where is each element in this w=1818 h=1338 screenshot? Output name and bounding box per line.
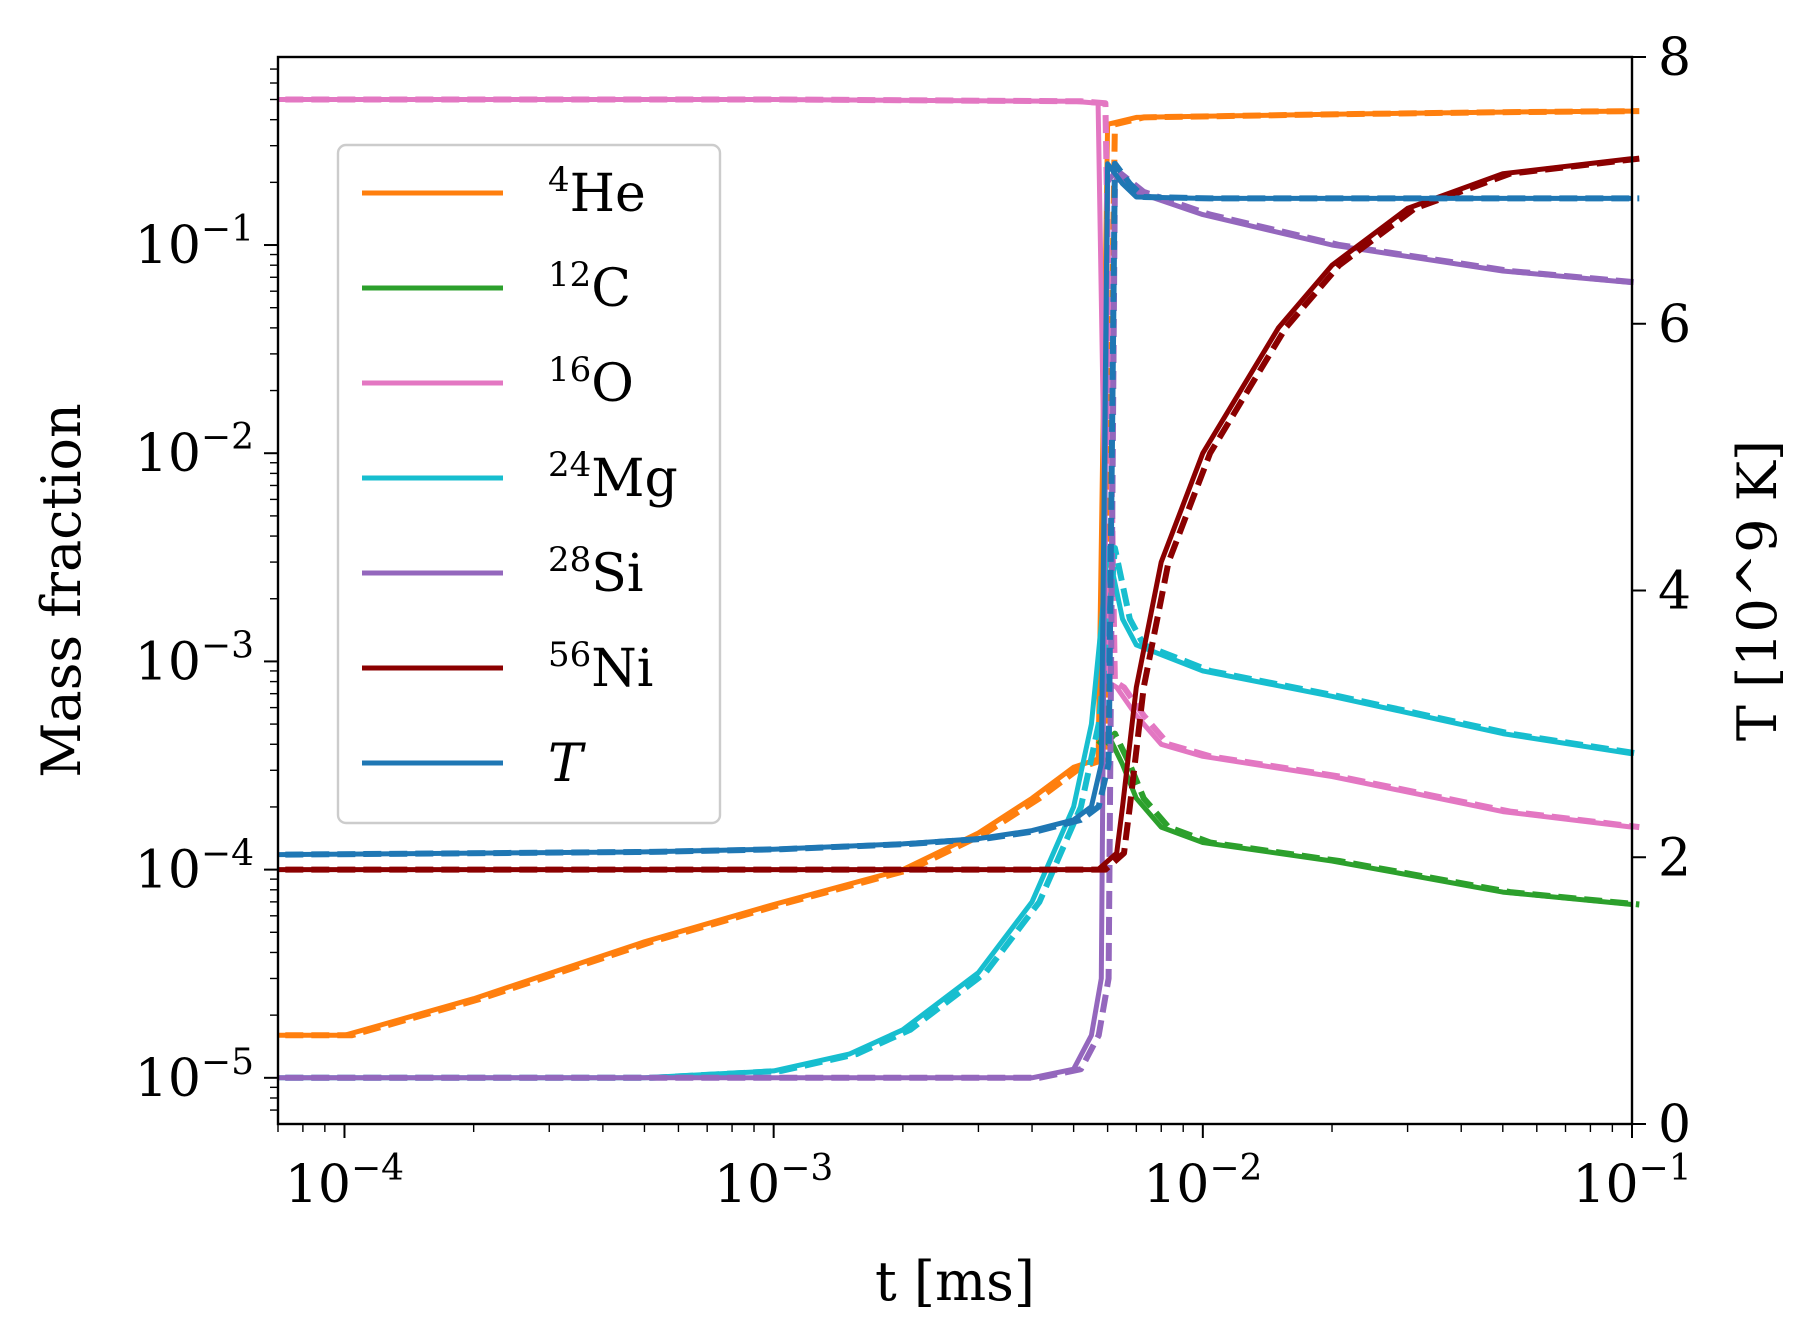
y-left-tick-label: 10−2: [135, 417, 254, 484]
y-left-axis-title: Mass fraction: [30, 403, 93, 778]
legend-label-sup: 16: [548, 350, 591, 390]
x-tick-label-mantissa: 10: [1572, 1155, 1638, 1215]
legend-label-sup: 4: [548, 160, 570, 200]
legend-label-56ni: 56Ni: [548, 635, 653, 699]
x-tick-label-mantissa: 10: [285, 1155, 351, 1215]
series-line-dashed-4he: [285, 108, 1640, 1039]
plot-area: [277, 96, 1640, 1081]
x-tick-label-mantissa: 10: [714, 1155, 780, 1215]
y-left-tick-label-exponent: −5: [201, 1042, 254, 1083]
y-left-tick-label-mantissa: 10: [135, 424, 201, 484]
x-tick-label: 10−1: [1572, 1148, 1691, 1215]
legend-label-24mg: 24Mg: [548, 445, 678, 509]
series-line-dashed-t: [285, 160, 1640, 858]
axes: 10−4 10−3 10−2 10−110−510−410−310−210−10246…: [30, 28, 1789, 1313]
legend-label-4he: 4He: [548, 160, 646, 224]
y-right-tick-label: 6: [1658, 295, 1691, 355]
legend-label-base: Ni: [591, 639, 653, 699]
y-left-tick-label-exponent: −4: [201, 834, 254, 875]
x-tick-label: 10−2: [1143, 1148, 1262, 1215]
legend-label-16o: 16O: [548, 350, 634, 414]
y-left-tick-label-exponent: −2: [201, 417, 254, 458]
legend-label-base: C: [591, 259, 631, 319]
x-tick-label-exponent: −3: [780, 1148, 833, 1189]
y-left-tick-label-exponent: −1: [201, 209, 254, 250]
y-left-tick-label-mantissa: 10: [135, 1049, 201, 1109]
legend-label-28si: 28Si: [548, 540, 644, 604]
legend-label-base: O: [591, 354, 634, 414]
y-left-tick-label: 10−4: [135, 834, 254, 901]
x-tick-label-exponent: −2: [1209, 1148, 1262, 1189]
y-left-tick-label-mantissa: 10: [135, 841, 201, 901]
x-tick-label-exponent: −4: [351, 1148, 404, 1189]
x-tick-label-exponent: −1: [1639, 1148, 1692, 1189]
legend-label-base: Mg: [591, 449, 678, 509]
legend-label-sup: 24: [548, 445, 591, 485]
y-right-tick-label: 0: [1658, 1095, 1691, 1155]
y-left-tick-label: 10−3: [135, 625, 254, 692]
legend-label-base: Si: [591, 544, 643, 604]
y-right-tick-label: 2: [1658, 828, 1691, 888]
y-right-tick-label: 8: [1658, 28, 1691, 88]
y-left-tick-label-mantissa: 10: [135, 632, 201, 692]
y-right-axis-title: T [10^9 K]: [1726, 440, 1789, 741]
legend-label-base: T: [548, 734, 586, 794]
series-line-dashed-24mg: [285, 545, 1640, 1081]
legend-label-base: He: [570, 164, 646, 224]
legend-label-sup: 56: [548, 635, 591, 675]
legend-label-sup: 12: [548, 255, 591, 295]
series-line-dashed-28si: [285, 170, 1640, 1081]
series-line-dashed-16o: [285, 96, 1640, 831]
x-tick-label: 10−4: [285, 1148, 404, 1215]
legend-label-12c: 12C: [548, 255, 631, 319]
y-left-tick-label: 10−5: [135, 1042, 254, 1109]
y-left-tick-label: 10−1: [135, 209, 254, 276]
legend-box: [336, 143, 722, 825]
x-tick-label: 10−3: [714, 1148, 833, 1215]
series-line-dashed-56ni: [285, 155, 1640, 873]
series-line-4he: [278, 108, 1633, 1038]
legend-label-t: T: [548, 734, 586, 794]
y-right-tick-label: 4: [1658, 562, 1691, 622]
y-left-tick-label-exponent: −3: [201, 625, 254, 666]
legend-label-sup: 28: [548, 540, 591, 580]
x-axis-title: t [ms]: [875, 1250, 1035, 1313]
x-tick-label-mantissa: 10: [1143, 1155, 1209, 1215]
y-left-tick-label-mantissa: 10: [135, 216, 201, 276]
